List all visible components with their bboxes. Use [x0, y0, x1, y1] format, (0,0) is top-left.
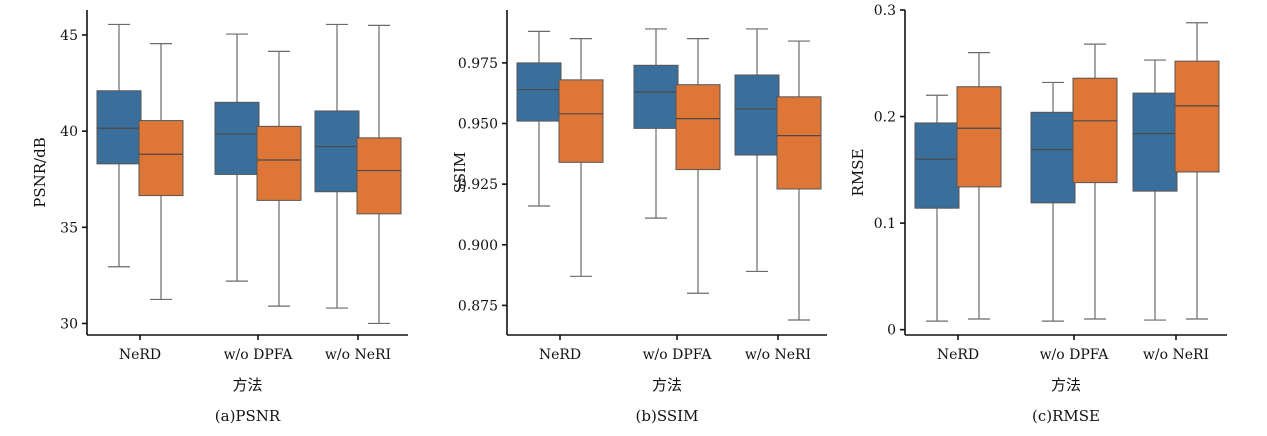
- box-series-1-w-o-neri: [1132, 59, 1178, 321]
- iqr-box: [356, 137, 402, 215]
- iqr-box: [1030, 111, 1076, 204]
- box-series-2-w-o-neri: [776, 40, 822, 321]
- iqr-box: [214, 101, 260, 175]
- iqr-box: [1174, 60, 1220, 173]
- y-tick-label: 45: [60, 28, 78, 44]
- y-axis-title: SSIM: [451, 152, 469, 194]
- box-series-1-w-o-dpfa: [1030, 81, 1076, 322]
- iqr-box: [138, 120, 184, 197]
- y-tick-label: 0.875: [458, 298, 498, 314]
- chart-caption: (b)SSIM: [636, 407, 699, 425]
- iqr-box: [914, 122, 960, 209]
- x-axis-title: 方法: [1051, 376, 1081, 394]
- chart-panel-1: 30 35 40 45 NeRD w/o DPFA w/o NeRI 方法 PSNR/dB (a)…: [31, 10, 408, 425]
- chart-panel-2: 0.875 0.900 0.925 0.950 0.975 NeRD w/o DPFA w/o…: [451, 10, 827, 425]
- x-tick-label: w/o NeRI: [745, 347, 811, 363]
- iqr-box: [558, 79, 604, 163]
- box-series-2-w-o-dpfa: [256, 50, 302, 307]
- box-series-2-nerd: [138, 43, 184, 301]
- iqr-box: [1072, 77, 1118, 184]
- box-series-2-w-o-dpfa: [1072, 43, 1118, 320]
- iqr-box: [956, 86, 1002, 188]
- x-tick-label: w/o DPFA: [643, 347, 713, 363]
- box-series-1-nerd: [914, 94, 960, 322]
- box-series-1-nerd: [96, 23, 142, 268]
- y-tick-label: 40: [60, 124, 78, 140]
- box-series-1-w-o-neri: [734, 28, 780, 273]
- x-tick-label: w/o DPFA: [1040, 347, 1110, 363]
- x-axis-title: 方法: [232, 376, 262, 394]
- y-tick-label: 0.900: [458, 238, 498, 254]
- box-series-2-w-o-neri: [356, 24, 402, 325]
- y-axis-title: PSNR/dB: [31, 137, 49, 207]
- y-tick-label: 0: [887, 323, 896, 339]
- box-series-2-nerd: [558, 38, 604, 277]
- iqr-box: [96, 90, 142, 165]
- y-axis-title: RMSE: [849, 149, 867, 197]
- box-series-1-nerd: [516, 30, 562, 207]
- x-tick-label: w/o NeRI: [325, 347, 391, 363]
- x-tick-label: NeRD: [119, 347, 161, 363]
- y-tick-label: 0.975: [458, 56, 498, 72]
- iqr-box: [734, 74, 780, 156]
- x-tick-label: NeRD: [539, 347, 581, 363]
- box-series-2-w-o-dpfa: [675, 38, 721, 294]
- x-tick-label: w/o NeRI: [1143, 347, 1209, 363]
- box-series-1-w-o-neri: [314, 23, 360, 309]
- chart-caption: (a)PSNR: [215, 407, 281, 425]
- y-tick-label: 0.2: [874, 110, 896, 126]
- iqr-box: [314, 110, 360, 193]
- x-axis-title: 方法: [652, 376, 682, 394]
- y-tick-label: 0.925: [458, 177, 498, 193]
- box-series-2-w-o-neri: [1174, 22, 1220, 320]
- iqr-box: [516, 62, 562, 122]
- chart-panel-3: 0 0.1 0.2 0.3 NeRD w/o DPFA w/o NeRI 方法 RMSE (c)R…: [849, 3, 1227, 425]
- y-tick-label: 30: [60, 316, 78, 332]
- y-tick-label: 0.1: [874, 216, 896, 232]
- iqr-box: [675, 84, 721, 171]
- box-series-1-w-o-dpfa: [214, 33, 260, 282]
- box-series-2-nerd: [956, 52, 1002, 320]
- iqr-box: [633, 64, 679, 129]
- y-tick-label: 35: [60, 220, 78, 236]
- y-tick-label: 0.3: [874, 3, 896, 19]
- iqr-box: [256, 125, 302, 201]
- iqr-box: [1132, 92, 1178, 192]
- iqr-box: [776, 96, 822, 190]
- x-tick-label: NeRD: [937, 347, 979, 363]
- box-series-1-w-o-dpfa: [633, 28, 679, 219]
- x-tick-label: w/o DPFA: [224, 347, 294, 363]
- y-tick-label: 0.950: [458, 117, 498, 133]
- chart-caption: (c)RMSE: [1032, 407, 1100, 425]
